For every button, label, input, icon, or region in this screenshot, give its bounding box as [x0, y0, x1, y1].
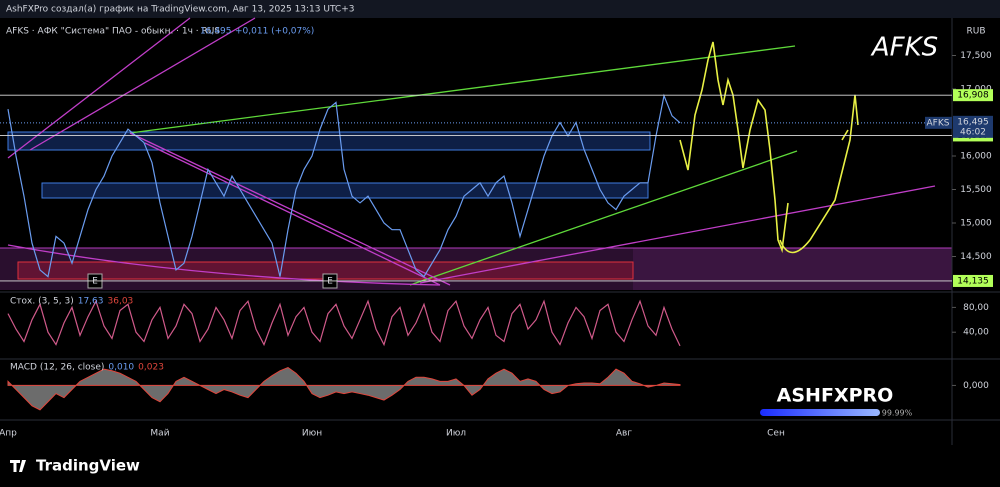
symbol-tag-label: AFKS: [927, 118, 950, 128]
y-tick-label: 14,500: [960, 252, 992, 262]
progress-bar: [760, 409, 880, 416]
zone: [633, 248, 952, 290]
last-price-label: 16,495: [957, 117, 989, 127]
range-box: [7, 131, 651, 151]
banner: AshFXPro создал(а) график на TradingView…: [6, 5, 354, 15]
drawings: [7, 17, 936, 286]
watermark: AFKS: [870, 33, 938, 63]
range-box: [41, 182, 649, 199]
x-tick-label: Июн: [302, 429, 322, 439]
x-tick-label: Апр: [0, 429, 17, 439]
x-tick-label: Сен: [767, 429, 785, 439]
last-price-tag: [953, 115, 993, 138]
badge: ASHFXPRO: [777, 385, 894, 407]
symbol-title: AFKS · АФК "Система" ПАО - обыкн. · 1ч ·…: [6, 27, 220, 37]
banner-bg: [0, 0, 1000, 18]
y-tick-label: 17,500: [960, 51, 992, 61]
indicator-name: MACD (12, 26, close): [10, 363, 104, 373]
y-tick-label: 15,500: [960, 185, 992, 195]
y-tick-label: 80,00: [963, 303, 989, 313]
event: E: [327, 277, 333, 287]
y-tick-label: 0,000: [963, 381, 989, 391]
currency: RUB: [966, 27, 985, 37]
y-tick-label: 16,000: [960, 152, 992, 162]
indicator-reading: 17,63: [78, 297, 104, 307]
header-price: 16,495: [200, 27, 232, 37]
x-tick-label: Авг: [616, 429, 632, 439]
x-tick-label: Май: [150, 429, 169, 439]
indicator-reading: 0,010: [108, 363, 134, 373]
level-tag: [953, 89, 993, 102]
event: E: [92, 277, 98, 287]
brand: TradingView: [36, 457, 140, 475]
logo: [10, 460, 26, 472]
level-tag: [953, 274, 993, 287]
y-tick-label: 15,000: [960, 219, 992, 229]
symbol-tag: [925, 116, 952, 129]
countdown: 46:02: [960, 127, 986, 137]
level-label: 14,135: [957, 276, 989, 286]
indicator-line: [7, 299, 681, 347]
indicator-name: Стох. (3, 5, 3): [10, 297, 74, 307]
y-tick-label: 40,00: [963, 328, 989, 338]
indicator-area: [7, 366, 681, 411]
level-label: 16,908: [957, 91, 989, 101]
indicator-reading: 36,03: [108, 297, 134, 307]
progress: 99.99%: [882, 409, 913, 418]
price-line: [7, 93, 681, 278]
x-tick-label: Июл: [446, 429, 466, 439]
indicator-reading: 0,023: [138, 363, 164, 373]
header-change: +0,011 (+0,07%): [235, 27, 314, 37]
